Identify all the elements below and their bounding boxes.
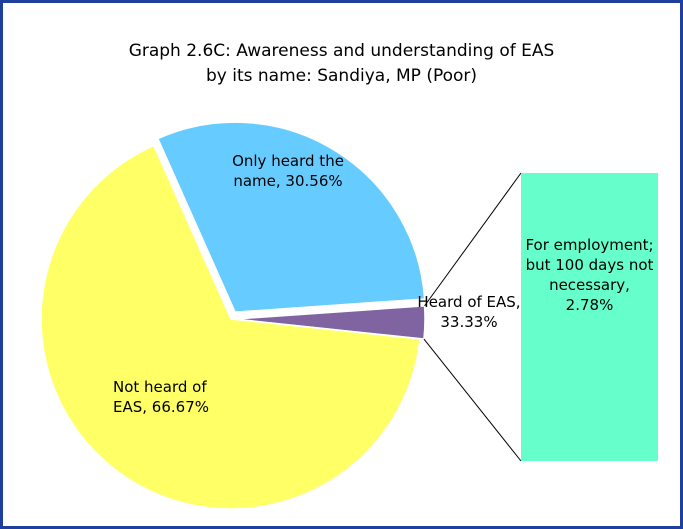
plot [40,121,658,510]
data-label: Heard of EAS, 33.33% [417,293,521,331]
connector [423,338,522,462]
title-line: by its name: Sandiya, MP (Poor) [205,66,478,86]
pie-slice [156,121,426,313]
title-line: Graph 2.6C: Awareness and understanding … [128,41,555,61]
connector [424,172,522,307]
pie-slice [234,305,426,340]
bar [521,173,658,461]
data-label: Only heard the name, 30.56% [232,152,344,190]
data-label: Not heard of EAS, 66.67% [113,378,209,416]
chart-title: Graph 2.6C: Awareness and understanding … [3,39,680,89]
pie-slice [40,144,421,510]
data-label: For employment; but 100 days not necessa… [525,236,654,314]
